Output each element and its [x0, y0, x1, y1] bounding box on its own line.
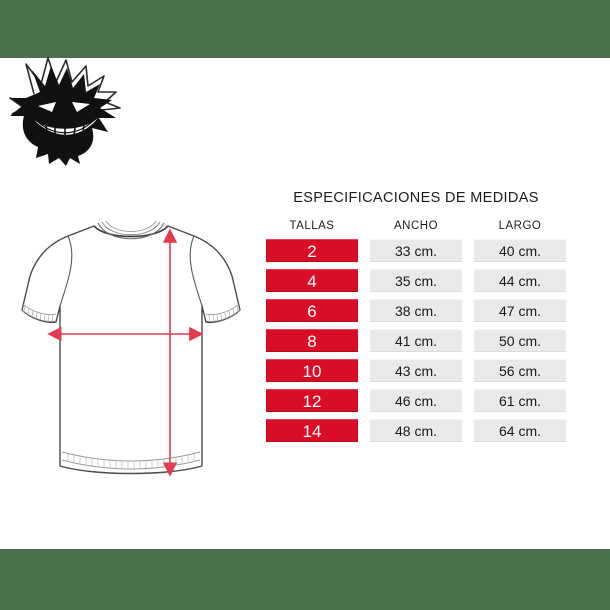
- cell-spacer: [462, 359, 474, 389]
- column-header-ancho: ANCHO: [393, 220, 439, 232]
- cell-spacer: [462, 419, 474, 449]
- largo-value: 64 cm.: [474, 419, 566, 442]
- largo-value: 56 cm.: [474, 359, 566, 382]
- size-badge: 8: [266, 329, 358, 352]
- size-badge: 4: [266, 269, 358, 292]
- cell-spacer: [358, 359, 370, 389]
- ancho-value: 48 cm.: [370, 419, 462, 442]
- size-badge: 14: [266, 419, 358, 442]
- cell-spacer: [462, 299, 474, 329]
- table-row: 8 41 cm. 50 cm.: [266, 329, 566, 359]
- largo-value: 47 cm.: [474, 299, 566, 322]
- largo-value: 61 cm.: [474, 389, 566, 412]
- table-header-row: TALLAS ANCHO LARGO: [266, 220, 566, 239]
- table-row: 10 43 cm. 56 cm.: [266, 359, 566, 389]
- largo-value: 50 cm.: [474, 329, 566, 352]
- size-badge: 12: [266, 389, 358, 412]
- largo-value: 44 cm.: [474, 269, 566, 292]
- ancho-value: 35 cm.: [370, 269, 462, 292]
- ancho-value: 41 cm.: [370, 329, 462, 352]
- table-row: 12 46 cm. 61 cm.: [266, 389, 566, 419]
- table-row: 14 48 cm. 64 cm.: [266, 419, 566, 449]
- cell-spacer: [358, 389, 370, 419]
- cell-spacer: [358, 299, 370, 329]
- cell-spacer: [462, 239, 474, 269]
- header-spacer: [358, 220, 370, 239]
- column-header-largo: LARGO: [498, 220, 542, 232]
- spec-title: ESPECIFICACIONES DE MEDIDAS: [293, 190, 539, 206]
- cell-spacer: [358, 419, 370, 449]
- gengar-silhouette-logo: [4, 48, 130, 166]
- size-badge: 10: [266, 359, 358, 382]
- size-badge: 6: [266, 299, 358, 322]
- table-row: 6 38 cm. 47 cm.: [266, 299, 566, 329]
- column-header-tallas: TALLAS: [289, 220, 335, 232]
- tshirt-measurement-diagram: [18, 214, 244, 486]
- ancho-value: 33 cm.: [370, 239, 462, 262]
- top-letterbox-band: [0, 0, 610, 58]
- bottom-letterbox-band: [0, 549, 610, 610]
- cell-spacer: [462, 389, 474, 419]
- cell-spacer: [358, 239, 370, 269]
- size-table: TALLAS ANCHO LARGO 2 33 cm. 40 cm. 4: [266, 220, 566, 449]
- cell-spacer: [358, 329, 370, 359]
- ancho-value: 43 cm.: [370, 359, 462, 382]
- table-row: 4 35 cm. 44 cm.: [266, 269, 566, 299]
- measurement-spec-panel: ESPECIFICACIONES DE MEDIDAS TALLAS ANCHO…: [256, 190, 576, 449]
- ancho-value: 46 cm.: [370, 389, 462, 412]
- largo-value: 40 cm.: [474, 239, 566, 262]
- cell-spacer: [462, 269, 474, 299]
- cell-spacer: [358, 269, 370, 299]
- header-spacer: [462, 220, 474, 239]
- size-badge: 2: [266, 239, 358, 262]
- cell-spacer: [462, 329, 474, 359]
- ancho-value: 38 cm.: [370, 299, 462, 322]
- table-row: 2 33 cm. 40 cm.: [266, 239, 566, 269]
